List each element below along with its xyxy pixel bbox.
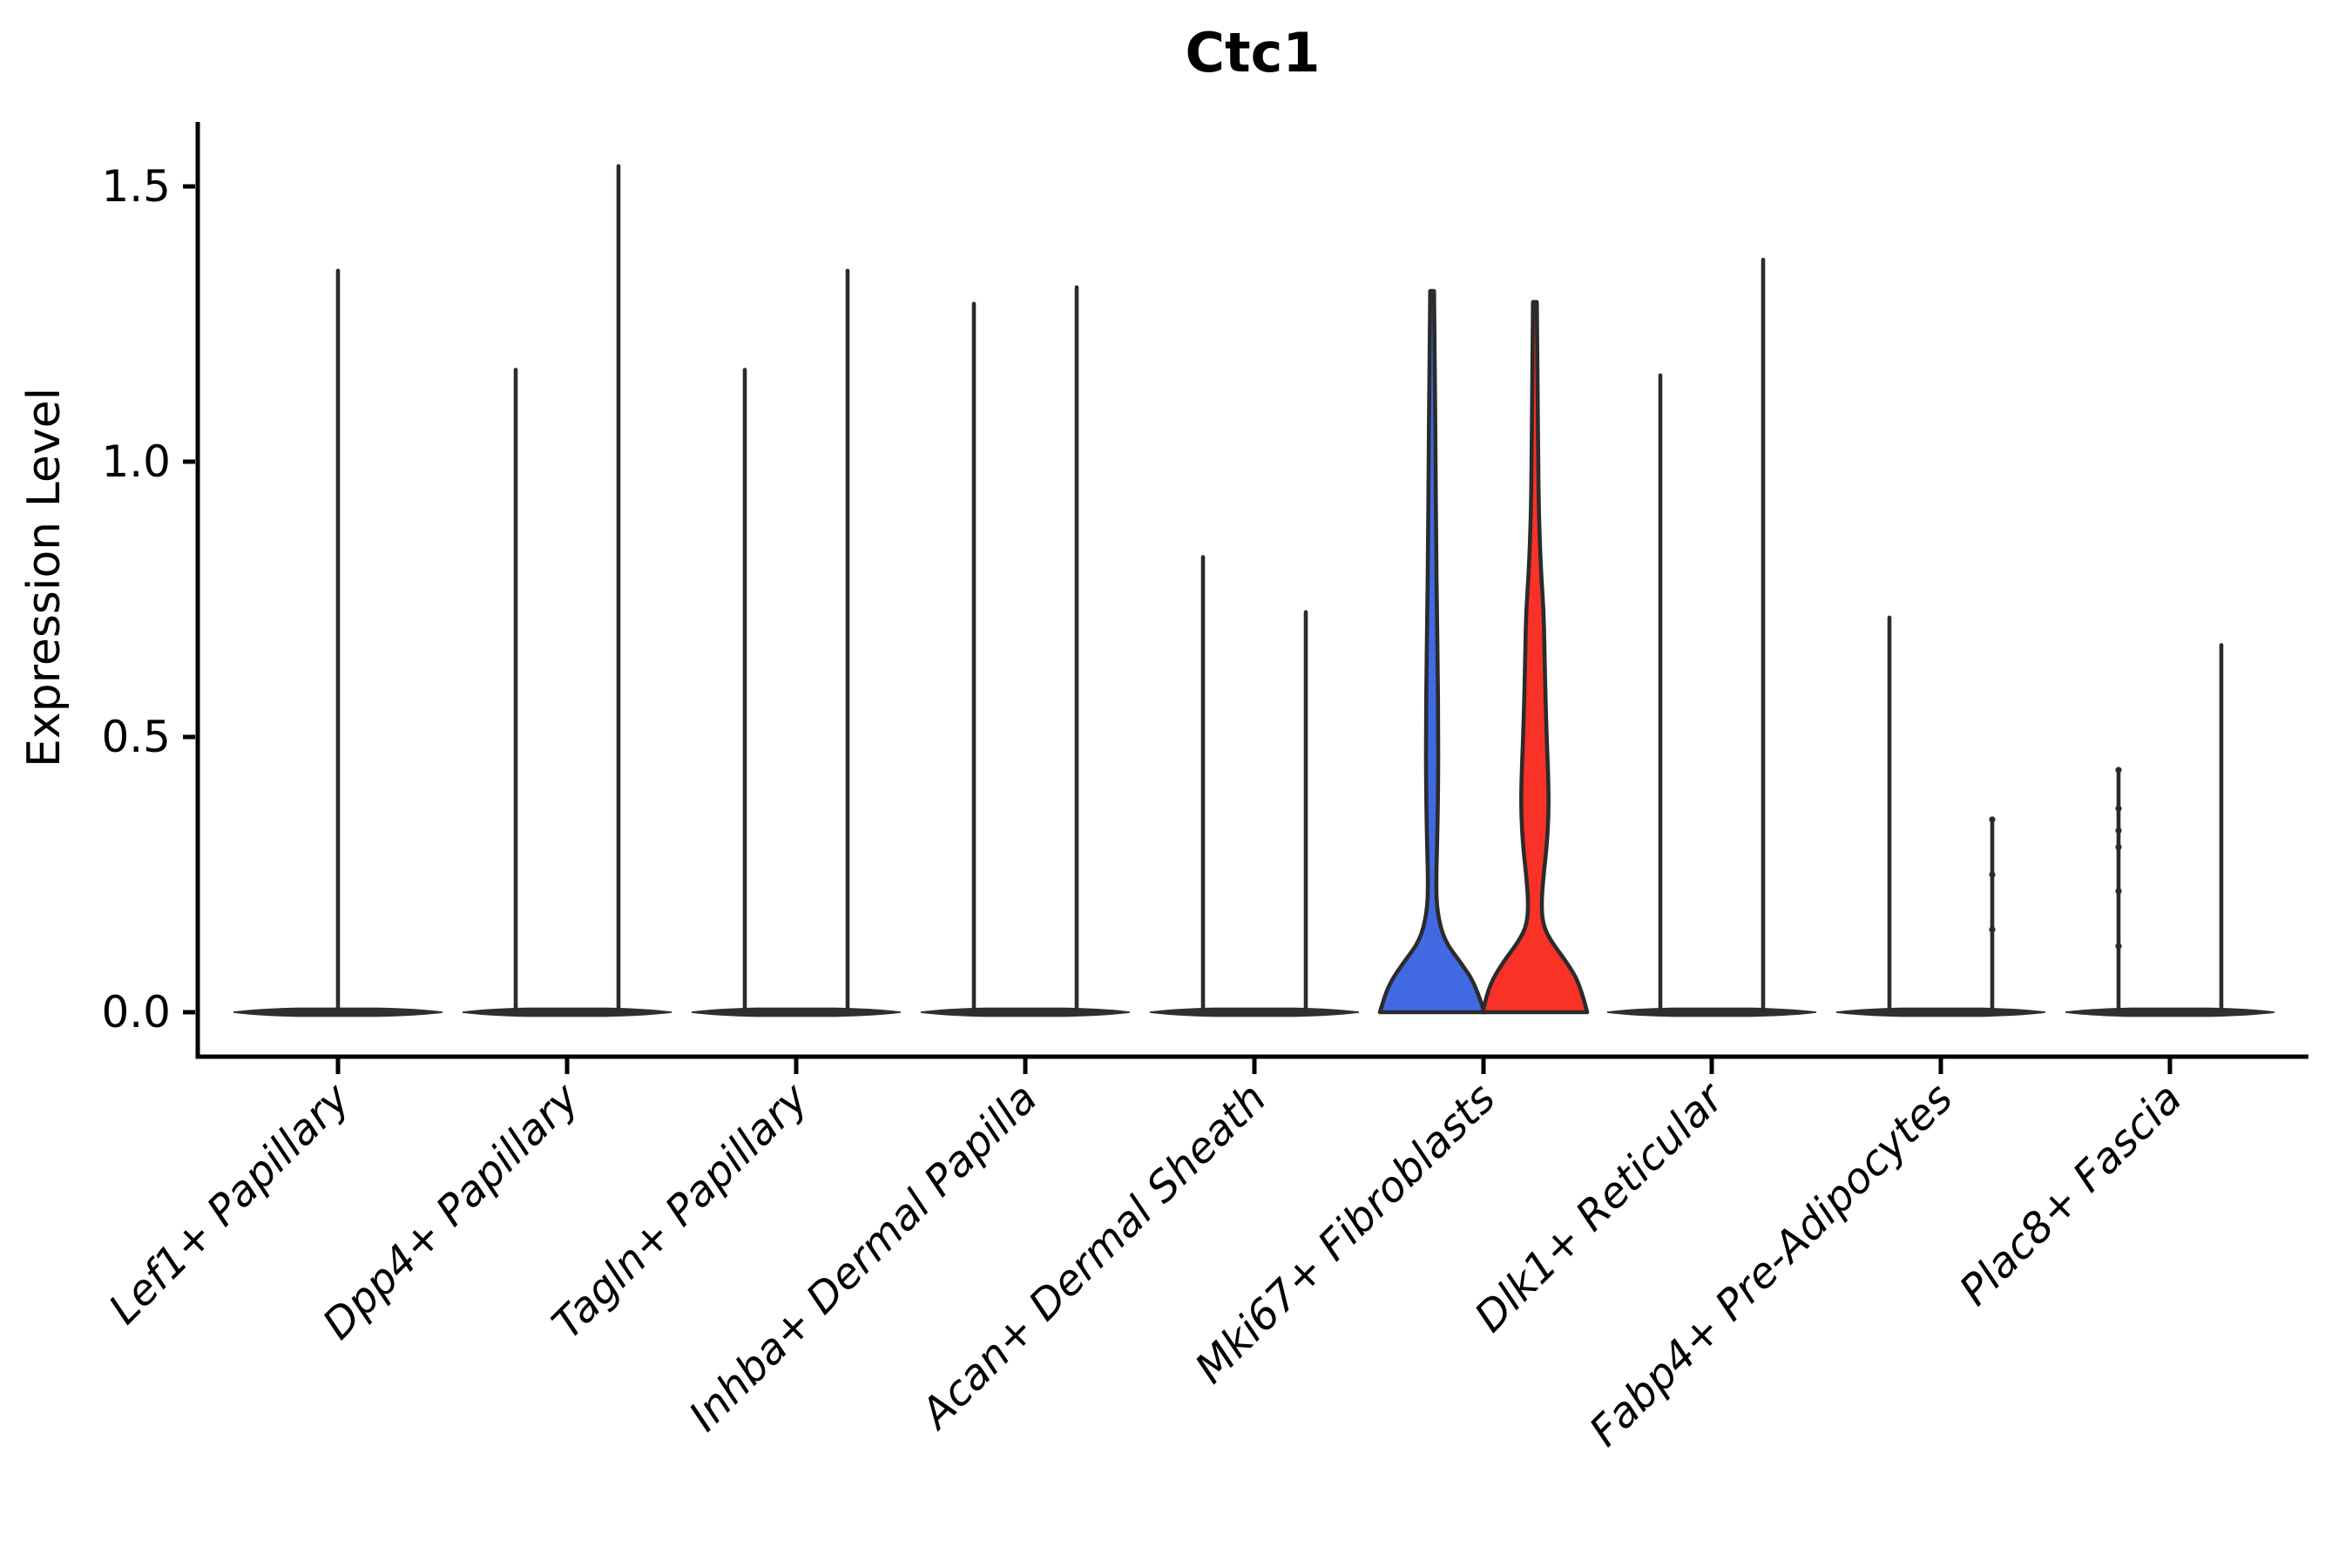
violin-base xyxy=(462,1007,672,1017)
y-tick-label: 0.0 xyxy=(101,987,171,1037)
violin-base xyxy=(1835,1007,2046,1017)
y-axis-label: Expression Level xyxy=(18,388,71,767)
violin-category xyxy=(1377,288,1590,1015)
violin-body xyxy=(1377,288,1487,1015)
x-axis-category-label: Plac8+ Fascia xyxy=(1950,1074,2192,1315)
expression-point xyxy=(1989,816,1996,823)
expression-point xyxy=(1989,871,1996,878)
chart-title: Ctc1 xyxy=(1185,21,1320,84)
violin-base xyxy=(1606,1007,1817,1017)
y-tick-label: 1.5 xyxy=(101,161,171,212)
y-axis-ticks: 0.0 0.5 1.0 1.5 xyxy=(101,161,195,1037)
violin-category xyxy=(1149,555,1360,1017)
violin-category xyxy=(462,164,672,1017)
expression-point xyxy=(2115,827,2122,835)
x-axis-category-label: Fabp4+ Pre-Adipocytes xyxy=(1580,1074,1963,1456)
violin-category xyxy=(1835,615,2046,1017)
expression-point xyxy=(2115,888,2122,895)
violin-category xyxy=(920,285,1131,1017)
violin-base xyxy=(691,1007,902,1017)
violin-base xyxy=(920,1007,1131,1017)
violin-base xyxy=(1149,1007,1360,1017)
expression-point xyxy=(2115,767,2122,774)
expression-point xyxy=(2115,943,2122,950)
violin-body xyxy=(1480,300,1590,1015)
violins-layer xyxy=(233,164,2275,1017)
x-axis-category-label: Dlk1+ Reticular xyxy=(1465,1072,1735,1342)
x-axis-category-label: Tagln+ Papillary xyxy=(543,1073,818,1348)
violin-category xyxy=(233,268,443,1017)
violin-category xyxy=(1606,257,1817,1017)
x-axis-ticks xyxy=(335,1058,2173,1074)
violin-category xyxy=(2065,643,2275,1017)
expression-point xyxy=(1989,926,1996,933)
violin-category xyxy=(691,268,902,1017)
violin-base xyxy=(2065,1007,2275,1017)
y-tick-label: 1.0 xyxy=(101,436,171,487)
expression-point xyxy=(2115,843,2122,851)
y-tick-label: 0.5 xyxy=(101,712,171,762)
expression-point xyxy=(2115,805,2122,812)
x-axis-category-label: Dpp4+ Papillary xyxy=(314,1073,589,1348)
x-axis-category-label: Lef1+ Papillary xyxy=(99,1073,360,1334)
